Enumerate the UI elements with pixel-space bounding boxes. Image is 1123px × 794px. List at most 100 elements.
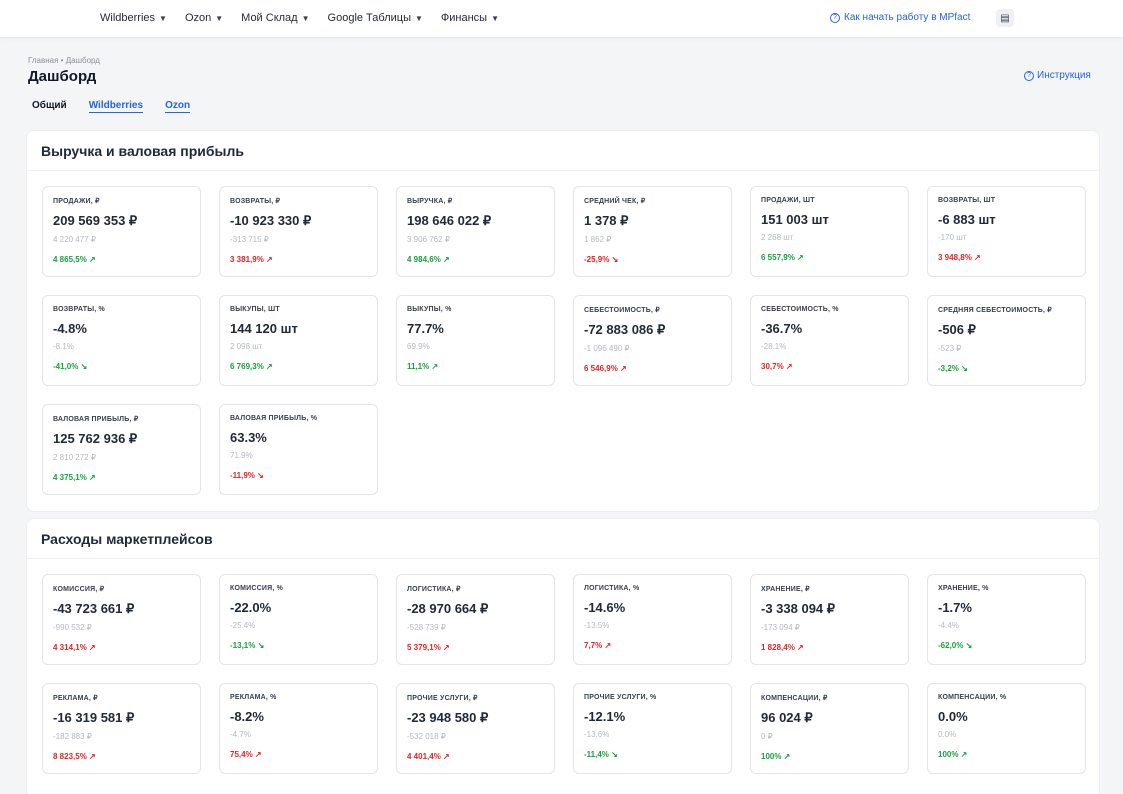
- metric-value: 0.0%: [938, 709, 968, 724]
- metric-change: 6 546,9% ↗: [584, 364, 627, 373]
- metric-previous-value: -4.4%: [938, 621, 959, 630]
- metric-change: 3 948,8% ↗: [938, 253, 981, 262]
- tab-wildberries[interactable]: Wildberries: [88, 100, 144, 113]
- metric-label: ВЫРУЧКА, ₽: [407, 198, 453, 205]
- metric-card: ЛОГИСТИКА, ₽ -28 970 664 ₽ -528 739 ₽ 5 379…: [396, 574, 555, 665]
- metric-previous-value: -313 715 ₽: [230, 235, 269, 244]
- metric-value: -8.2%: [230, 709, 264, 724]
- metric-label: ХРАНЕНИЕ, %: [938, 585, 989, 592]
- metric-change: 6 557,9% ↗: [761, 253, 804, 262]
- metric-change: 4 375,1% ↗: [53, 473, 96, 482]
- nav-label: Мой Склад: [241, 12, 298, 24]
- metric-change: 4 984,6% ↗: [407, 255, 450, 264]
- marketplace-expenses-section: Расходы маркетплейсов КОМИССИЯ, ₽ -43 723…: [26, 518, 1100, 794]
- document-icon[interactable]: ▤: [996, 9, 1014, 27]
- metric-value: -14.6%: [584, 600, 626, 615]
- metric-value: 151 003 шт: [761, 212, 829, 227]
- metric-label: ЛОГИСТИКА, ₽: [407, 586, 461, 593]
- metric-card: РЕКЛАМА, ₽ -16 319 581 ₽ -182 883 ₽ 8 823,5…: [42, 683, 201, 774]
- metric-label: ПРОДАЖИ, ШТ: [761, 197, 815, 204]
- top-navbar: Wildberries ▼ Ozon ▼ Мой Склад ▼ Google …: [0, 0, 1123, 38]
- metric-previous-value: 4 220 477 ₽: [53, 235, 96, 244]
- nav-moysklad[interactable]: Мой Склад ▼: [241, 12, 309, 24]
- metric-label: СЕБЕСТОИМОСТЬ, %: [761, 306, 839, 313]
- metric-change: -41,0% ↘: [53, 362, 88, 371]
- metric-value: -16 319 581 ₽: [53, 710, 135, 725]
- metric-change: 3 381,9% ↗: [230, 255, 273, 264]
- metric-value: -43 723 661 ₽: [53, 601, 135, 616]
- metric-change: -25,9% ↘: [584, 255, 619, 264]
- metric-label: ПРОЧИЕ УСЛУГИ, ₽: [407, 695, 478, 702]
- metric-previous-value: -13.5%: [584, 621, 610, 630]
- metric-card: ВЫКУПЫ, ШТ 144 120 шт 2 098 шт 6 769,3% ↗: [219, 295, 378, 386]
- metric-value: 77.7%: [407, 321, 444, 336]
- metric-card: КОМПЕНСАЦИИ, ₽ 96 024 ₽ 0 ₽ 100% ↗: [750, 683, 909, 774]
- metric-previous-value: 2 810 272 ₽: [53, 453, 96, 462]
- metric-change: -11,4% ↘: [584, 750, 618, 759]
- metric-card: СЕБЕСТОИМОСТЬ, % -36.7% -28.1% 30,7% ↗: [750, 295, 909, 386]
- instruction-label: Инструкция: [1037, 70, 1091, 81]
- metric-card: СРЕДНИЙ ЧЕК, ₽ 1 378 ₽ 1 862 ₽ -25,9% ↘: [573, 186, 732, 277]
- metric-card: СРЕДНЯЯ СЕБЕСТОИМОСТЬ, ₽ -506 ₽ -523 ₽ -3,2…: [927, 295, 1086, 386]
- chevron-down-icon: ▼: [159, 13, 167, 23]
- question-circle-icon: ?: [1024, 70, 1034, 81]
- metric-value: -10 923 330 ₽: [230, 213, 312, 228]
- metric-card: ВАЛОВАЯ ПРИБЫЛЬ, % 63.3% 71.9% -11,9% ↘: [219, 404, 378, 495]
- metric-label: СРЕДНЯЯ СЕБЕСТОИМОСТЬ, ₽: [938, 307, 1052, 314]
- metric-label: КОМИССИЯ, %: [230, 585, 284, 592]
- metric-card: ВОЗВРАТЫ, % -4.8% -8.1% -41,0% ↘: [42, 295, 201, 386]
- metric-change: 6 769,3% ↗: [230, 362, 273, 371]
- tab-ozon[interactable]: Ozon: [165, 100, 191, 113]
- metric-change: -62,0% ↘: [938, 641, 973, 650]
- dashboard-tabs: Общий Wildberries Ozon: [32, 100, 191, 113]
- nav-wildberries[interactable]: Wildberries ▼: [100, 12, 167, 24]
- metric-card: ВЫКУПЫ, % 77.7% 69.9% 11,1% ↗: [396, 295, 555, 386]
- metric-previous-value: -13.6%: [584, 730, 610, 739]
- metric-previous-value: -4.7%: [230, 730, 251, 739]
- chevron-down-icon: ▼: [215, 13, 224, 23]
- nav-ozon[interactable]: Ozon ▼: [185, 12, 223, 24]
- metric-card: ВЫРУЧКА, ₽ 198 646 022 ₽ 3 906 762 ₽ 4 984,…: [396, 186, 555, 277]
- page-title: Дашборд: [28, 68, 97, 85]
- getting-started-link[interactable]: ? Как начать работу в MPfact: [830, 12, 970, 23]
- metric-value: -12.1%: [584, 709, 626, 724]
- nav-google-sheets[interactable]: Google Таблицы ▼: [328, 12, 423, 24]
- metric-card: ХРАНЕНИЕ, % -1.7% -4.4% -62,0% ↘: [927, 574, 1086, 665]
- metric-card: ВАЛОВАЯ ПРИБЫЛЬ, ₽ 125 762 936 ₽ 2 810 272…: [42, 404, 201, 495]
- metric-value: -36.7%: [761, 321, 803, 336]
- chevron-down-icon: ▼: [414, 13, 423, 23]
- metric-card: ПРОДАЖИ, ₽ 209 569 353 ₽ 4 220 477 ₽ 4 865,…: [42, 186, 201, 277]
- metric-value: -28 970 664 ₽: [407, 601, 489, 616]
- instruction-link[interactable]: ? Инструкция: [1024, 70, 1091, 81]
- metric-label: ВЫКУПЫ, ШТ: [230, 306, 280, 313]
- nav-finance[interactable]: Финансы ▼: [441, 12, 499, 24]
- metric-change: 11,1% ↗: [407, 362, 439, 371]
- metric-label: КОМПЕНСАЦИИ, %: [938, 694, 1007, 701]
- metric-label: ВАЛОВАЯ ПРИБЫЛЬ, %: [230, 415, 318, 422]
- metric-previous-value: -28.1%: [761, 342, 787, 351]
- metric-change: 4 865,5% ↗: [53, 255, 96, 264]
- metric-change: 1 828,4% ↗: [761, 643, 804, 652]
- metric-previous-value: -990 532 ₽: [53, 623, 92, 632]
- metric-card: КОМИССИЯ, % -22.0% -25.4% -13,1% ↘: [219, 574, 378, 665]
- metric-previous-value: 1 862 ₽: [584, 235, 612, 244]
- metric-label: ПРОЧИЕ УСЛУГИ, %: [584, 694, 657, 701]
- metric-change: 30,7% ↗: [761, 362, 793, 371]
- metric-card: СЕБЕСТОИМОСТЬ, ₽ -72 883 086 ₽ -1 096 490 …: [573, 295, 732, 386]
- metric-label: ВОЗВРАТЫ, %: [53, 306, 105, 313]
- metric-label: ПРОДАЖИ, ₽: [53, 198, 100, 205]
- metric-label: ХРАНЕНИЕ, ₽: [761, 586, 810, 593]
- metric-previous-value: 69.9%: [407, 342, 430, 351]
- metric-value: -6 883 шт: [938, 212, 996, 227]
- nav-label: Wildberries: [100, 12, 156, 24]
- metric-label: КОМИССИЯ, ₽: [53, 586, 105, 593]
- chevron-down-icon: ▼: [491, 13, 500, 23]
- metric-value: -3 338 094 ₽: [761, 601, 836, 616]
- metric-card: РЕКЛАМА, % -8.2% -4.7% 75,4% ↗: [219, 683, 378, 774]
- metric-value: -4.8%: [53, 321, 87, 336]
- tab-general[interactable]: Общий: [32, 100, 67, 111]
- metric-card: ПРОЧИЕ УСЛУГИ, ₽ -23 948 580 ₽ -532 018 ₽ 4…: [396, 683, 555, 774]
- metric-card: ХРАНЕНИЕ, ₽ -3 338 094 ₽ -173 094 ₽ 1 828,4…: [750, 574, 909, 665]
- metric-card: КОМИССИЯ, ₽ -43 723 661 ₽ -990 532 ₽ 4 314,…: [42, 574, 201, 665]
- metric-previous-value: -8.1%: [53, 342, 74, 351]
